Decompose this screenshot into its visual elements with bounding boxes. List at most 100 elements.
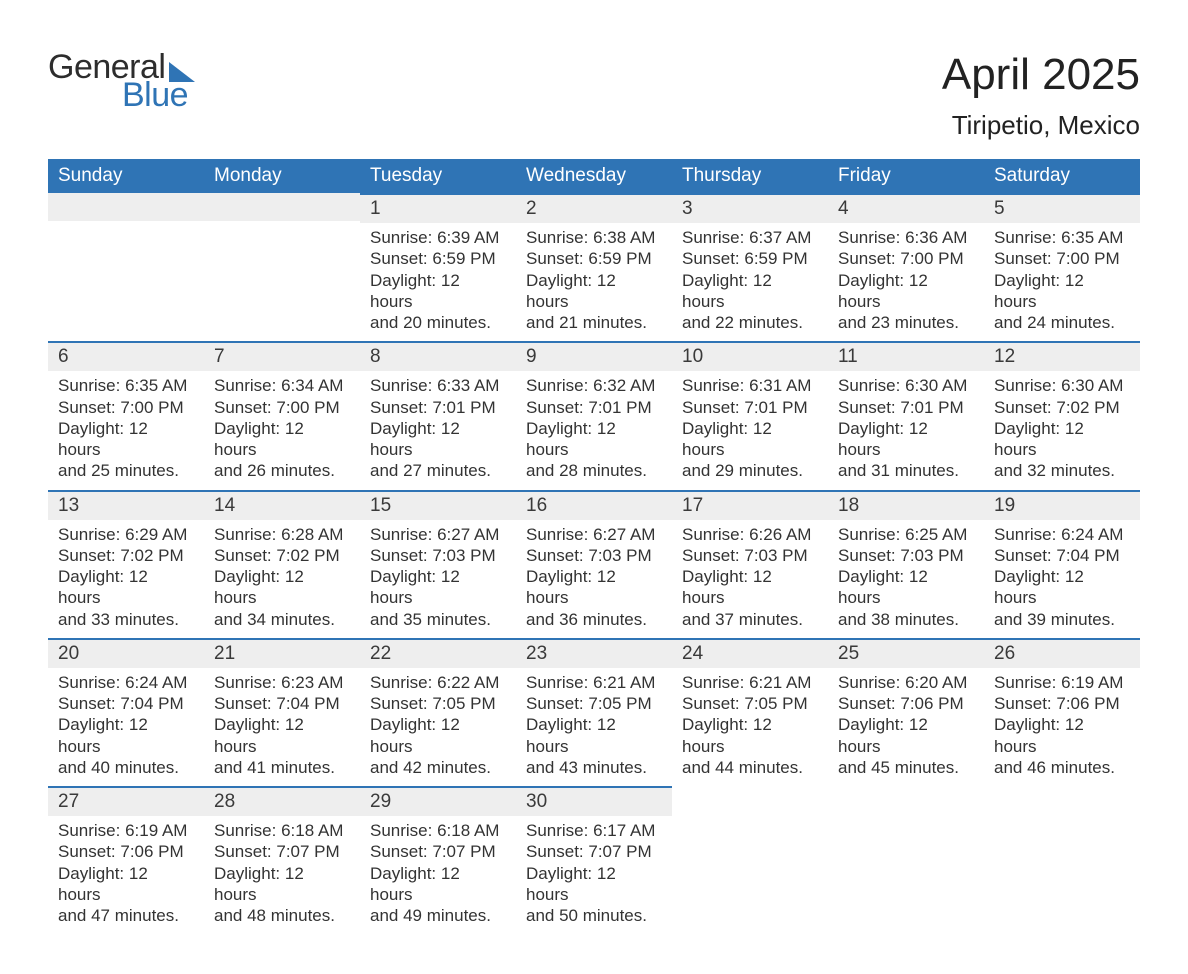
day-number: 23 bbox=[516, 638, 672, 668]
weekday-header-row: Sunday Monday Tuesday Wednesday Thursday… bbox=[48, 159, 1140, 193]
daylight-line-1: Daylight: 12 hours bbox=[370, 566, 506, 609]
calendar-day-cell bbox=[204, 193, 360, 341]
calendar-day-cell: 7Sunrise: 6:34 AMSunset: 7:00 PMDaylight… bbox=[204, 341, 360, 489]
day-details: Sunrise: 6:25 AMSunset: 7:03 PMDaylight:… bbox=[828, 520, 984, 638]
daylight-line-2: and 35 minutes. bbox=[370, 609, 506, 630]
daylight-line-2: and 43 minutes. bbox=[526, 757, 662, 778]
sunrise-line: Sunrise: 6:35 AM bbox=[58, 375, 194, 396]
daylight-line-1: Daylight: 12 hours bbox=[838, 714, 974, 757]
title-block: April 2025 Tiripetio, Mexico bbox=[942, 50, 1140, 141]
daylight-line-1: Daylight: 12 hours bbox=[58, 714, 194, 757]
day-details: Sunrise: 6:24 AMSunset: 7:04 PMDaylight:… bbox=[984, 520, 1140, 638]
sunrise-line: Sunrise: 6:18 AM bbox=[370, 820, 506, 841]
daylight-line-1: Daylight: 12 hours bbox=[838, 270, 974, 313]
sunrise-line: Sunrise: 6:30 AM bbox=[994, 375, 1130, 396]
sunrise-line: Sunrise: 6:19 AM bbox=[58, 820, 194, 841]
calendar-body: 1Sunrise: 6:39 AMSunset: 6:59 PMDaylight… bbox=[48, 193, 1140, 934]
sunrise-line: Sunrise: 6:21 AM bbox=[526, 672, 662, 693]
day-details: Sunrise: 6:30 AMSunset: 7:02 PMDaylight:… bbox=[984, 371, 1140, 489]
daylight-line-2: and 34 minutes. bbox=[214, 609, 350, 630]
calendar-day-cell: 28Sunrise: 6:18 AMSunset: 7:07 PMDayligh… bbox=[204, 786, 360, 934]
calendar-day-cell bbox=[828, 786, 984, 934]
daylight-line-1: Daylight: 12 hours bbox=[682, 714, 818, 757]
sunrise-line: Sunrise: 6:36 AM bbox=[838, 227, 974, 248]
daylight-line-1: Daylight: 12 hours bbox=[994, 270, 1130, 313]
calendar-day-cell: 20Sunrise: 6:24 AMSunset: 7:04 PMDayligh… bbox=[48, 638, 204, 786]
daylight-line-1: Daylight: 12 hours bbox=[682, 418, 818, 461]
daylight-line-1: Daylight: 12 hours bbox=[214, 863, 350, 906]
sunrise-line: Sunrise: 6:25 AM bbox=[838, 524, 974, 545]
sunset-line: Sunset: 7:03 PM bbox=[838, 545, 974, 566]
day-number: 4 bbox=[828, 193, 984, 223]
daylight-line-2: and 46 minutes. bbox=[994, 757, 1130, 778]
calendar-day-cell bbox=[48, 193, 204, 341]
weekday-header: Wednesday bbox=[516, 159, 672, 193]
calendar-day-cell: 25Sunrise: 6:20 AMSunset: 7:06 PMDayligh… bbox=[828, 638, 984, 786]
sunrise-line: Sunrise: 6:31 AM bbox=[682, 375, 818, 396]
day-number: 11 bbox=[828, 341, 984, 371]
day-number: 26 bbox=[984, 638, 1140, 668]
sunrise-line: Sunrise: 6:23 AM bbox=[214, 672, 350, 693]
daylight-line-2: and 24 minutes. bbox=[994, 312, 1130, 333]
calendar-day-cell: 16Sunrise: 6:27 AMSunset: 7:03 PMDayligh… bbox=[516, 490, 672, 638]
logo-word-blue: Blue bbox=[122, 78, 195, 112]
calendar-day-cell: 2Sunrise: 6:38 AMSunset: 6:59 PMDaylight… bbox=[516, 193, 672, 341]
day-details: Sunrise: 6:32 AMSunset: 7:01 PMDaylight:… bbox=[516, 371, 672, 489]
calendar-day-cell: 8Sunrise: 6:33 AMSunset: 7:01 PMDaylight… bbox=[360, 341, 516, 489]
sunrise-line: Sunrise: 6:38 AM bbox=[526, 227, 662, 248]
sunset-line: Sunset: 7:01 PM bbox=[682, 397, 818, 418]
day-details: Sunrise: 6:28 AMSunset: 7:02 PMDaylight:… bbox=[204, 520, 360, 638]
sunrise-line: Sunrise: 6:27 AM bbox=[526, 524, 662, 545]
calendar-day-cell: 12Sunrise: 6:30 AMSunset: 7:02 PMDayligh… bbox=[984, 341, 1140, 489]
day-details: Sunrise: 6:27 AMSunset: 7:03 PMDaylight:… bbox=[516, 520, 672, 638]
location-label: Tiripetio, Mexico bbox=[942, 110, 1140, 141]
daylight-line-2: and 47 minutes. bbox=[58, 905, 194, 926]
calendar-day-cell: 18Sunrise: 6:25 AMSunset: 7:03 PMDayligh… bbox=[828, 490, 984, 638]
daylight-line-2: and 25 minutes. bbox=[58, 460, 194, 481]
sunset-line: Sunset: 7:00 PM bbox=[994, 248, 1130, 269]
empty-daynum bbox=[48, 193, 204, 221]
day-number: 24 bbox=[672, 638, 828, 668]
day-details: Sunrise: 6:21 AMSunset: 7:05 PMDaylight:… bbox=[516, 668, 672, 786]
weekday-header: Monday bbox=[204, 159, 360, 193]
day-number: 27 bbox=[48, 786, 204, 816]
sunrise-line: Sunrise: 6:19 AM bbox=[994, 672, 1130, 693]
day-number: 13 bbox=[48, 490, 204, 520]
daylight-line-1: Daylight: 12 hours bbox=[682, 566, 818, 609]
daylight-line-2: and 20 minutes. bbox=[370, 312, 506, 333]
daylight-line-1: Daylight: 12 hours bbox=[526, 714, 662, 757]
sunset-line: Sunset: 6:59 PM bbox=[370, 248, 506, 269]
weekday-header: Sunday bbox=[48, 159, 204, 193]
day-number: 10 bbox=[672, 341, 828, 371]
day-details: Sunrise: 6:19 AMSunset: 7:06 PMDaylight:… bbox=[984, 668, 1140, 786]
daylight-line-1: Daylight: 12 hours bbox=[838, 566, 974, 609]
weekday-header: Saturday bbox=[984, 159, 1140, 193]
sunrise-line: Sunrise: 6:34 AM bbox=[214, 375, 350, 396]
daylight-line-2: and 27 minutes. bbox=[370, 460, 506, 481]
daylight-line-1: Daylight: 12 hours bbox=[214, 566, 350, 609]
sunset-line: Sunset: 6:59 PM bbox=[526, 248, 662, 269]
daylight-line-1: Daylight: 12 hours bbox=[214, 714, 350, 757]
calendar-day-cell: 10Sunrise: 6:31 AMSunset: 7:01 PMDayligh… bbox=[672, 341, 828, 489]
sunrise-line: Sunrise: 6:24 AM bbox=[58, 672, 194, 693]
day-number: 8 bbox=[360, 341, 516, 371]
day-details: Sunrise: 6:26 AMSunset: 7:03 PMDaylight:… bbox=[672, 520, 828, 638]
day-details: Sunrise: 6:29 AMSunset: 7:02 PMDaylight:… bbox=[48, 520, 204, 638]
sunrise-line: Sunrise: 6:20 AM bbox=[838, 672, 974, 693]
sunset-line: Sunset: 7:03 PM bbox=[370, 545, 506, 566]
calendar-day-cell: 13Sunrise: 6:29 AMSunset: 7:02 PMDayligh… bbox=[48, 490, 204, 638]
daylight-line-2: and 44 minutes. bbox=[682, 757, 818, 778]
day-number: 22 bbox=[360, 638, 516, 668]
sunset-line: Sunset: 7:03 PM bbox=[526, 545, 662, 566]
daylight-line-1: Daylight: 12 hours bbox=[682, 270, 818, 313]
day-details: Sunrise: 6:18 AMSunset: 7:07 PMDaylight:… bbox=[204, 816, 360, 934]
day-details: Sunrise: 6:18 AMSunset: 7:07 PMDaylight:… bbox=[360, 816, 516, 934]
calendar-day-cell: 4Sunrise: 6:36 AMSunset: 7:00 PMDaylight… bbox=[828, 193, 984, 341]
daylight-line-2: and 40 minutes. bbox=[58, 757, 194, 778]
sunset-line: Sunset: 7:04 PM bbox=[214, 693, 350, 714]
daylight-line-2: and 23 minutes. bbox=[838, 312, 974, 333]
sunset-line: Sunset: 6:59 PM bbox=[682, 248, 818, 269]
daylight-line-2: and 45 minutes. bbox=[838, 757, 974, 778]
day-number: 7 bbox=[204, 341, 360, 371]
day-details: Sunrise: 6:31 AMSunset: 7:01 PMDaylight:… bbox=[672, 371, 828, 489]
